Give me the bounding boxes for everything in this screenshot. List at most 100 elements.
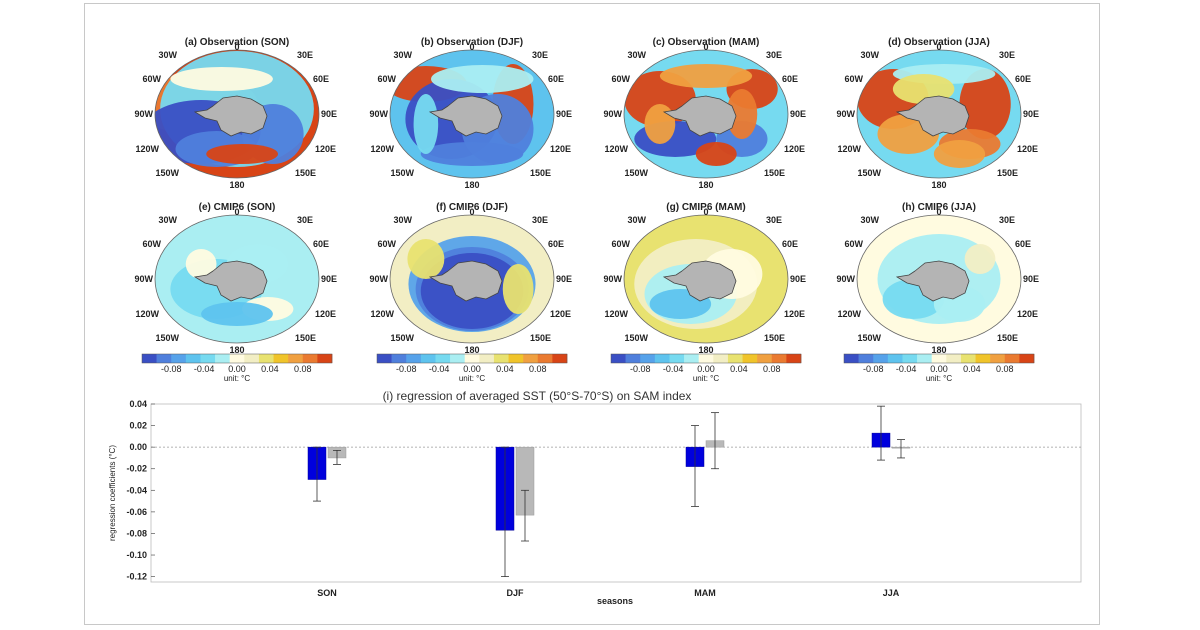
colorbar-swatch: [931, 354, 947, 363]
longitude-label: 180: [229, 345, 244, 355]
y-tick-label: -0.04: [126, 485, 147, 495]
longitude-label: 150W: [624, 168, 648, 178]
longitude-label: 120W: [135, 309, 159, 319]
colorbar-swatch: [713, 354, 729, 363]
longitude-label: 90E: [1023, 274, 1039, 284]
map-boundary: [154, 49, 320, 179]
longitude-label: 30W: [860, 215, 879, 225]
colorbar-swatch: [887, 354, 903, 363]
colorbar-tick-label: -0.08: [396, 364, 417, 374]
longitude-label: 60W: [611, 74, 630, 84]
colorbar-tick-label: 0.04: [496, 364, 514, 374]
colorbar-swatch: [902, 354, 918, 363]
longitude-label: 90E: [790, 274, 806, 284]
longitude-label: 150E: [530, 168, 551, 178]
regression-chart: (i) regression of averaged SST (50°S-70°…: [108, 389, 1082, 606]
sst-anomaly-region: [420, 142, 524, 166]
longitude-label: 60E: [1015, 74, 1031, 84]
longitude-label: 180: [464, 180, 479, 190]
map-panel-5: (e) CMIP6 (SON)0 30W 30E 60W 60E 90W 90E 120W 12…: [134, 202, 337, 355]
colorbar-swatch: [229, 354, 245, 363]
longitude-label: 120W: [604, 144, 628, 154]
longitude-label: 90E: [1023, 109, 1039, 119]
longitude-label: 150E: [764, 333, 785, 343]
longitude-label: 90W: [603, 109, 622, 119]
longitude-label: 90E: [556, 109, 572, 119]
sst-anomaly-region: [201, 302, 273, 326]
colorbar-swatch: [244, 354, 260, 363]
longitude-label: 180: [698, 180, 713, 190]
longitude-label: 90W: [134, 109, 153, 119]
longitude-label: 30W: [627, 215, 646, 225]
map-panel-3: (c) Observation (MAM)0 30W 30E 60W 60E 90W 90E…: [603, 37, 806, 190]
colorbar-swatch: [1019, 354, 1035, 363]
sst-anomaly-region: [170, 67, 273, 91]
colorbar-2: -0.08 -0.04 0.00 0.04 0.08 unit: °C: [376, 353, 568, 383]
map-boundary: [856, 49, 1022, 179]
colorbar-swatch: [1004, 354, 1020, 363]
longitude-label: 150E: [764, 168, 785, 178]
longitude-label: 90W: [134, 274, 153, 284]
longitude-label: 150W: [390, 168, 414, 178]
sst-field: [857, 215, 1021, 343]
longitude-label: 30W: [393, 50, 412, 60]
longitude-label: 150W: [857, 333, 881, 343]
map-boundary: [623, 214, 789, 344]
sst-anomaly-region: [185, 249, 217, 279]
colorbar-swatch: [464, 354, 480, 363]
longitude-label: 30E: [766, 215, 782, 225]
colorbar-swatch: [302, 354, 318, 363]
colorbar-swatch: [508, 354, 524, 363]
y-tick-label: 0.02: [129, 421, 147, 431]
longitude-label: 120W: [837, 309, 861, 319]
colorbar-swatch: [727, 354, 743, 363]
sst-anomaly-region: [502, 264, 534, 314]
map-boundary: [856, 214, 1022, 344]
colorbar-swatch: [975, 354, 991, 363]
longitude-label: 60W: [142, 74, 161, 84]
panel-title: (h) CMIP6 (JJA): [902, 202, 976, 213]
longitude-label: 90E: [321, 274, 337, 284]
longitude-label: 30W: [393, 215, 412, 225]
panel-title: (c) Observation (MAM): [653, 37, 760, 48]
longitude-label: 120E: [315, 144, 336, 154]
colorbar-swatch: [406, 354, 422, 363]
longitude-label: 150W: [390, 333, 414, 343]
longitude-label: 30E: [297, 50, 313, 60]
longitude-label: 90W: [603, 274, 622, 284]
map-panel-7: (g) CMIP6 (MAM)0 30W 30E 60W 60E 90W 90E 120W 12…: [603, 202, 806, 355]
colorbar-swatch: [990, 354, 1006, 363]
longitude-label: 0: [936, 207, 941, 217]
plot-area: [150, 403, 1082, 583]
antarctica-landmass: [662, 260, 737, 302]
x-tick-label: JJA: [883, 588, 900, 598]
colorbar-tick-label: 0.00: [930, 364, 948, 374]
longitude-label: 60W: [377, 74, 396, 84]
longitude-label: 150W: [857, 168, 881, 178]
longitude-label: 60W: [377, 239, 396, 249]
colorbar-swatch: [873, 354, 889, 363]
map-panel-8: (h) CMIP6 (JJA)0 30W 30E 60W 60E 90W 90E 120W 12…: [836, 202, 1039, 355]
colorbar-tick-label: 0.04: [261, 364, 279, 374]
longitude-label: 180: [931, 180, 946, 190]
antarctica-landmass: [662, 95, 737, 137]
longitude-label: 60E: [782, 239, 798, 249]
colorbar-swatch: [435, 354, 451, 363]
colorbar-swatch: [960, 354, 976, 363]
sst-anomaly-region: [933, 140, 986, 168]
colorbar-swatch: [537, 354, 553, 363]
colorbar-swatch: [552, 354, 568, 363]
longitude-label: 120W: [837, 144, 861, 154]
longitude-label: 90W: [369, 109, 388, 119]
map-boundary: [389, 49, 555, 179]
colorbar-swatch: [786, 354, 802, 363]
colorbar-outline: [141, 353, 333, 364]
colorbar-swatch: [625, 354, 641, 363]
y-tick-label: 0.00: [129, 442, 147, 452]
longitude-label: 150E: [997, 333, 1018, 343]
colorbar-swatch: [377, 354, 392, 363]
colorbar-tick-label: 0.00: [697, 364, 715, 374]
longitude-label: 60W: [844, 74, 863, 84]
longitude-label: 150E: [295, 168, 316, 178]
colorbar-unit: unit: °C: [693, 374, 720, 383]
